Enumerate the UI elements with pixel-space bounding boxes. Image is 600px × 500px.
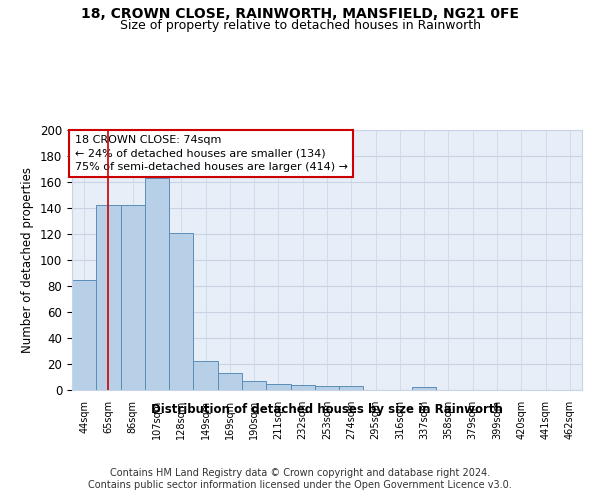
Y-axis label: Number of detached properties: Number of detached properties [22, 167, 34, 353]
Text: Contains public sector information licensed under the Open Government Licence v3: Contains public sector information licen… [88, 480, 512, 490]
Bar [121, 206, 145, 390]
Text: 18 CROWN CLOSE: 74sqm
← 24% of detached houses are smaller (134)
75% of semi-det: 18 CROWN CLOSE: 74sqm ← 24% of detached … [74, 135, 347, 172]
Bar [169, 232, 193, 390]
Text: Distribution of detached houses by size in Rainworth: Distribution of detached houses by size … [151, 402, 503, 415]
Text: Size of property relative to detached houses in Rainworth: Size of property relative to detached ho… [119, 18, 481, 32]
Bar [242, 381, 266, 390]
Bar [72, 280, 96, 390]
Bar [339, 386, 364, 390]
Bar [290, 385, 315, 390]
Bar [96, 206, 121, 390]
Text: Contains HM Land Registry data © Crown copyright and database right 2024.: Contains HM Land Registry data © Crown c… [110, 468, 490, 477]
Bar [266, 384, 290, 390]
Bar [193, 362, 218, 390]
Bar [412, 388, 436, 390]
Bar [315, 386, 339, 390]
Bar [145, 178, 169, 390]
Text: 18, CROWN CLOSE, RAINWORTH, MANSFIELD, NG21 0FE: 18, CROWN CLOSE, RAINWORTH, MANSFIELD, N… [81, 8, 519, 22]
Bar [218, 373, 242, 390]
